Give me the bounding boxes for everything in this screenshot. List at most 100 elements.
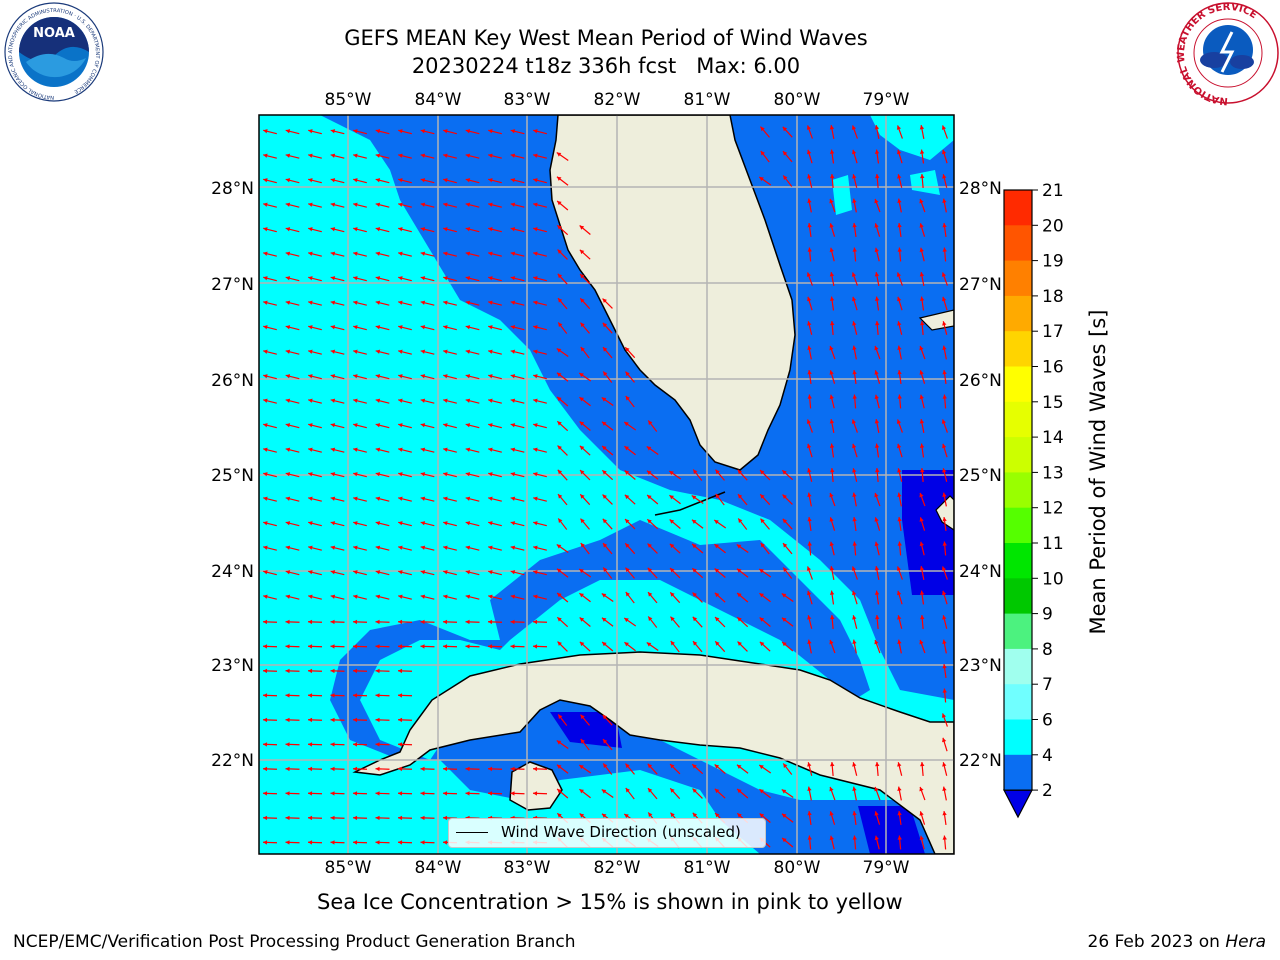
wind-wave-arrow: [781, 641, 794, 652]
wind-wave-arrow: [897, 296, 903, 311]
wind-wave-arrow: [263, 325, 277, 331]
wind-wave-arrow: [532, 644, 548, 649]
wind-wave-arrow: [736, 788, 749, 799]
wind-wave-arrow: [874, 223, 881, 237]
wind-wave-arrow: [397, 840, 413, 845]
wind-wave-arrow: [602, 322, 613, 334]
lat-label-right: 28°N: [959, 179, 1002, 199]
wind-wave-arrow: [352, 840, 368, 845]
wind-wave-arrow: [465, 202, 480, 208]
wind-wave-arrow: [353, 178, 367, 184]
wind-wave-arrow: [852, 247, 857, 262]
wind-wave-arrow: [806, 125, 813, 139]
wind-wave-arrow: [830, 467, 835, 483]
wind-wave-arrow: [262, 766, 278, 772]
wind-wave-arrow: [510, 766, 525, 772]
wind-wave-arrow: [557, 641, 568, 652]
wind-wave-arrow: [353, 472, 367, 478]
wind-wave-arrow: [285, 693, 300, 698]
wind-wave-arrow: [919, 370, 926, 384]
wind-wave-arrow: [852, 394, 857, 409]
wind-wave-arrow: [556, 568, 569, 578]
lon-label-top: 82°W: [594, 90, 641, 110]
wind-wave-arrow: [647, 763, 658, 775]
wind-wave-arrow: [533, 276, 547, 282]
wind-wave-arrow: [759, 813, 771, 823]
wind-wave-arrow: [330, 496, 345, 502]
wind-wave-arrow: [737, 641, 748, 652]
wind-wave-arrow: [601, 641, 614, 652]
wind-wave-arrow: [465, 398, 480, 404]
wind-wave-arrow: [942, 639, 947, 654]
wind-wave-arrow: [352, 791, 368, 796]
wind-wave-arrow: [941, 566, 948, 580]
wind-wave-arrow: [580, 518, 590, 530]
wind-wave-arrow: [942, 492, 947, 507]
wind-wave-arrow: [398, 178, 412, 184]
legend-label: Wind Wave Direction (unscaled): [501, 823, 741, 841]
wind-wave-arrow: [330, 619, 345, 625]
wind-wave-arrow: [920, 467, 925, 483]
wind-wave-arrow: [443, 398, 457, 404]
wind-wave-arrow: [308, 472, 322, 478]
wind-wave-arrow: [285, 815, 300, 821]
colorbar-tick-label: 8: [1042, 640, 1053, 660]
wind-wave-arrow: [510, 398, 525, 404]
colorbar-tick-label: 12: [1042, 499, 1064, 519]
wind-wave-arrow: [285, 668, 300, 674]
wind-wave-arrow: [308, 202, 322, 208]
wind-wave-arrow: [263, 178, 277, 184]
wind-wave-arrow: [285, 178, 300, 184]
wind-wave-arrow: [487, 644, 503, 649]
wind-wave-arrow: [398, 300, 412, 306]
wind-wave-arrow: [420, 619, 435, 625]
wind-wave-arrow: [874, 198, 881, 213]
colorbar-segment: [1004, 295, 1032, 332]
wind-wave-arrow: [285, 129, 300, 135]
wind-wave-arrow: [398, 153, 412, 159]
wind-wave-arrow: [353, 594, 367, 600]
wind-wave-arrow: [420, 766, 435, 772]
wind-wave-arrow: [897, 541, 902, 556]
wind-wave-arrow: [398, 398, 412, 404]
wind-wave-arrow: [442, 791, 458, 796]
wind-wave-arrow: [398, 129, 412, 135]
lat-label-left: 26°N: [211, 371, 254, 391]
wind-wave-arrow: [330, 840, 345, 845]
lon-label-top: 80°W: [774, 90, 821, 110]
wind-wave-arrow: [941, 419, 948, 433]
wind-wave-arrow: [330, 251, 345, 257]
wind-wave-arrow: [352, 742, 368, 747]
wind-wave-arrow: [263, 251, 277, 257]
wind-wave-arrow: [919, 566, 925, 580]
wind-wave-arrow: [807, 541, 812, 556]
wind-wave-arrow: [465, 300, 480, 306]
wind-wave-arrow: [465, 251, 480, 257]
wind-wave-arrow: [330, 742, 345, 747]
wind-wave-arrow: [897, 810, 902, 826]
wind-wave-arrow: [714, 764, 726, 774]
lon-labels-top: 85°W 84°W 83°W 82°W 81°W 80°W 79°W: [325, 90, 910, 110]
wind-wave-arrow: [625, 395, 635, 408]
wind-wave-arrow: [465, 791, 480, 796]
wind-wave-arrow: [353, 447, 367, 453]
wind-wave-arrow: [420, 349, 435, 355]
wind-wave-arrow: [375, 570, 390, 576]
wind-wave-arrow: [852, 296, 858, 311]
wind-wave-arrow: [692, 469, 703, 481]
wind-wave-arrow: [488, 447, 502, 453]
wind-wave-arrow: [263, 496, 277, 502]
wind-wave-arrow: [578, 764, 592, 774]
wind-wave-arrow: [510, 791, 525, 796]
wind-wave-arrow: [375, 349, 390, 355]
wind-wave-arrow: [353, 227, 367, 233]
wind-wave-arrow: [420, 325, 435, 331]
wind-wave-arrow: [941, 272, 948, 286]
wind-wave-arrow: [919, 296, 925, 311]
wind-wave-arrow: [781, 788, 794, 799]
wind-wave-arrow: [375, 521, 390, 527]
wind-wave-arrow: [897, 835, 902, 850]
wind-wave-arrow: [443, 496, 457, 502]
wind-wave-arrow: [510, 276, 525, 282]
wind-wave-arrow: [580, 738, 590, 751]
